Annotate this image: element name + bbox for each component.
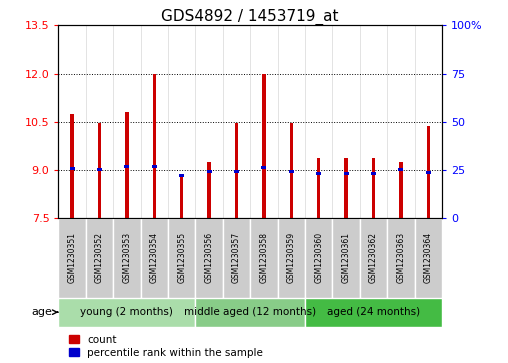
Bar <box>97 168 102 171</box>
Bar <box>223 218 250 298</box>
Bar <box>250 218 277 298</box>
Bar <box>141 218 168 298</box>
Bar <box>70 167 75 170</box>
Bar <box>235 123 238 218</box>
Bar <box>305 298 442 327</box>
Bar <box>371 172 376 175</box>
Bar <box>316 172 321 175</box>
Bar <box>332 218 360 298</box>
Bar <box>289 170 294 173</box>
Bar <box>196 25 223 218</box>
Text: GSM1230358: GSM1230358 <box>260 232 268 283</box>
Text: GSM1230363: GSM1230363 <box>396 232 405 283</box>
Text: young (2 months): young (2 months) <box>80 307 173 317</box>
Bar <box>58 218 86 298</box>
Text: GSM1230357: GSM1230357 <box>232 232 241 283</box>
Bar <box>141 25 168 218</box>
Text: GSM1230353: GSM1230353 <box>122 232 132 283</box>
Bar <box>58 25 86 218</box>
Bar <box>153 74 156 218</box>
Text: GSM1230352: GSM1230352 <box>95 232 104 283</box>
Bar <box>277 218 305 298</box>
Text: GSM1230362: GSM1230362 <box>369 232 378 283</box>
Bar <box>58 298 196 327</box>
Text: GSM1230360: GSM1230360 <box>314 232 323 283</box>
Bar <box>207 162 211 218</box>
Bar <box>426 171 431 174</box>
Bar <box>196 298 305 327</box>
Bar <box>317 159 321 218</box>
Bar <box>71 114 74 218</box>
Bar <box>125 112 129 218</box>
Bar <box>360 218 387 298</box>
Text: GSM1230359: GSM1230359 <box>287 232 296 283</box>
Title: GDS4892 / 1453719_at: GDS4892 / 1453719_at <box>162 9 339 25</box>
Bar <box>398 168 403 171</box>
Bar <box>168 218 196 298</box>
Bar <box>234 170 239 173</box>
Text: GSM1230356: GSM1230356 <box>205 232 213 283</box>
Bar <box>196 218 223 298</box>
Bar <box>387 25 415 218</box>
Bar <box>86 25 113 218</box>
Bar <box>152 165 157 168</box>
Bar <box>332 25 360 218</box>
Bar <box>277 25 305 218</box>
Bar <box>305 218 332 298</box>
Bar <box>250 25 277 218</box>
Bar <box>262 166 266 169</box>
Bar <box>180 175 183 218</box>
Bar <box>415 218 442 298</box>
Bar <box>427 126 430 218</box>
Text: aged (24 months): aged (24 months) <box>327 307 420 317</box>
Bar <box>399 162 402 218</box>
Text: GSM1230354: GSM1230354 <box>150 232 159 283</box>
Text: middle aged (12 months): middle aged (12 months) <box>184 307 316 317</box>
Bar <box>372 159 375 218</box>
Bar <box>113 218 141 298</box>
Bar <box>113 25 141 218</box>
Legend: count, percentile rank within the sample: count, percentile rank within the sample <box>69 335 263 358</box>
Text: GSM1230351: GSM1230351 <box>68 232 77 283</box>
Bar <box>223 25 250 218</box>
Bar <box>305 25 332 218</box>
Bar <box>124 165 130 168</box>
Bar <box>86 218 113 298</box>
Text: GSM1230355: GSM1230355 <box>177 232 186 283</box>
Text: age: age <box>31 307 57 317</box>
Bar <box>387 218 415 298</box>
Bar <box>360 25 387 218</box>
Bar <box>98 123 101 218</box>
Bar <box>179 174 184 177</box>
Bar <box>290 123 293 218</box>
Bar <box>207 170 211 173</box>
Text: GSM1230361: GSM1230361 <box>341 232 351 283</box>
Bar <box>262 74 266 218</box>
Bar <box>344 159 347 218</box>
Bar <box>168 25 196 218</box>
Text: GSM1230364: GSM1230364 <box>424 232 433 283</box>
Bar <box>343 172 348 175</box>
Bar <box>415 25 442 218</box>
